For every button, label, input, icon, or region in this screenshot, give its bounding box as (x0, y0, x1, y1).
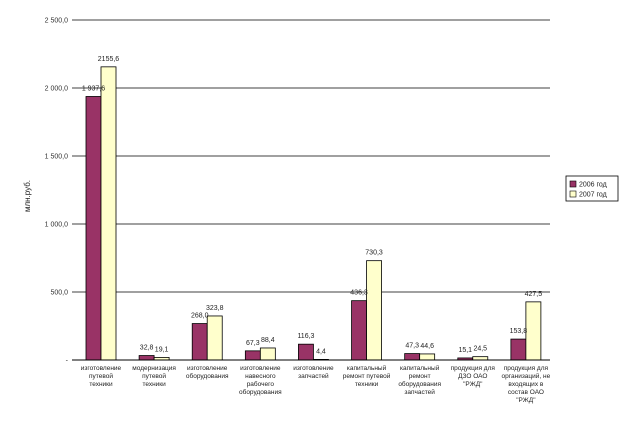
x-category-label-line: изготовление (187, 365, 228, 372)
bar (510, 338, 527, 361)
x-category-label-line: техники (142, 381, 166, 388)
x-category-label-line: ремонт путевой (343, 372, 391, 380)
bar (419, 353, 436, 361)
legend-swatch (569, 190, 577, 198)
x-category-label-line: капитальный (400, 364, 440, 372)
bar (244, 350, 261, 361)
x-category-label-line: входящих в (508, 381, 543, 388)
data-label: 4,4 (316, 348, 326, 355)
data-label: 730,3 (365, 250, 383, 257)
bar (351, 300, 367, 361)
x-category-label: капитальный ремонт путевой техники (343, 364, 391, 388)
x-category-label-line: капитальный (347, 364, 387, 372)
bar (404, 353, 421, 361)
data-label: 44,6 (420, 343, 434, 350)
x-category-label-line: рабочего (247, 380, 275, 388)
legend: 2006 год 2007 год (565, 175, 619, 202)
data-label: 19,1 (155, 346, 169, 353)
x-category-label-line: техники (355, 381, 379, 388)
x-category-label: изготовление запчастей (293, 365, 334, 380)
y-tick-label: 2 500,0 (45, 18, 68, 25)
x-category-label-line: "РЖД" (516, 397, 536, 404)
x-category-label: продукция для организаций, не входящих в со… (502, 365, 551, 404)
x-category-label-line: изготовление (293, 365, 334, 372)
legend-swatch (569, 180, 577, 188)
y-tick-label: 500,0 (50, 290, 68, 297)
data-label: 323,8 (206, 305, 224, 312)
x-category-label-line: оборудования (239, 388, 282, 396)
y-axis-ticks: - 500,0 1 000,0 1 500,0 2 000,0 2 500,0 (45, 18, 69, 365)
data-label: 427,5 (525, 291, 543, 298)
y-axis-label: млн.руб. (23, 180, 32, 212)
x-category-label-line: продукция для (451, 365, 496, 372)
bar (259, 347, 276, 361)
x-category-label: изготовление путевой техники (81, 365, 122, 388)
data-label: 15,1 (458, 347, 472, 354)
bar (100, 66, 117, 361)
x-category-label-line: продукция для (504, 365, 549, 372)
gridlines (72, 19, 550, 293)
x-category-label-line: путевой (142, 372, 166, 380)
x-category-label: изготовление навесного рабочего оборудовани… (239, 365, 282, 396)
bar (298, 343, 314, 361)
data-label: 436,3 (350, 290, 368, 297)
x-category-label-line: навесного (245, 373, 276, 380)
bars (85, 66, 542, 361)
x-category-label-line: "РЖД" (463, 381, 483, 388)
y-tick-label: 1 500,0 (45, 154, 68, 161)
x-category-label-line: модернизация (132, 365, 176, 372)
data-label: 2155,6 (98, 56, 120, 63)
bar (206, 315, 223, 361)
x-category-label-line: путевой (89, 372, 113, 380)
x-category-label: изготовление оборудования (186, 365, 229, 380)
data-label: 32,8 (140, 345, 154, 352)
bar (525, 301, 542, 361)
x-category-label: продукция для ДЗО ОАО "РЖД" (451, 365, 496, 388)
x-category-label: капитальный ремонт оборудования запчастей (398, 364, 441, 396)
x-category-label-line: оборудования (186, 372, 229, 380)
data-label: 88,4 (261, 337, 275, 344)
x-category-label-line: изготовление (240, 365, 281, 372)
x-category-label-line: организаций, не (502, 372, 551, 380)
x-category-label-line: ремонт (409, 373, 431, 380)
data-label: 153,8 (510, 328, 528, 335)
y-tick-label: 2 000,0 (45, 86, 68, 93)
x-category-label: модернизация путевой техники (132, 365, 176, 388)
y-tick-label: - (66, 358, 69, 365)
x-category-label-line: оборудования (398, 380, 441, 388)
bar (191, 323, 208, 361)
x-category-label-line: изготовление (81, 365, 122, 372)
bar (85, 96, 102, 361)
x-category-label-line: состав ОАО (508, 389, 544, 396)
x-category-label-line: техники (89, 381, 113, 388)
data-label: 47,3 (405, 343, 419, 350)
data-label: 24,5 (473, 346, 487, 353)
data-label: 116,3 (297, 333, 314, 340)
y-tick-label: 1 000,0 (45, 222, 68, 229)
x-category-label-line: запчастей (404, 388, 435, 396)
legend-label: 2007 год (579, 192, 607, 199)
data-label: 1 937,6 (82, 85, 105, 92)
x-category-label-line: ДЗО ОАО (458, 373, 487, 380)
bar (138, 355, 155, 361)
bar (366, 260, 382, 361)
x-category-label-line: запчастей (298, 372, 329, 380)
legend-label: 2006 год (579, 182, 607, 189)
data-label: 268,0 (191, 313, 209, 320)
data-label: 67,3 (246, 340, 260, 347)
